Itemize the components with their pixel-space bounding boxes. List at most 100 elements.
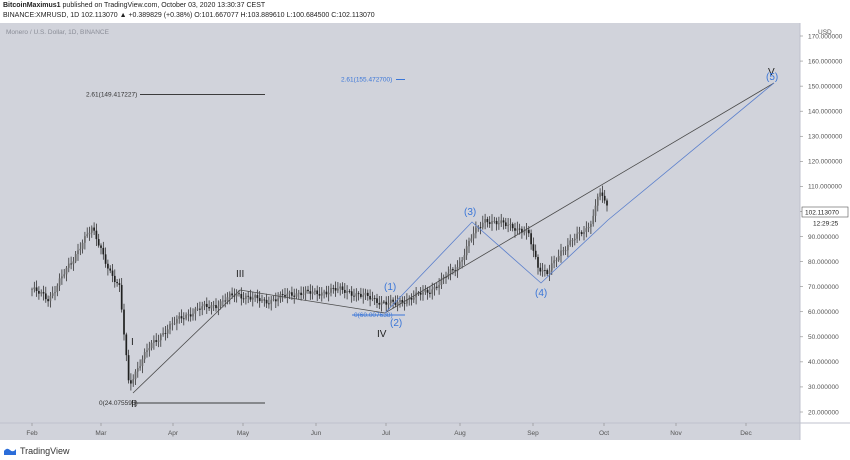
candle-body xyxy=(297,292,300,294)
candle-body xyxy=(442,276,445,279)
candle xyxy=(139,359,141,371)
candle-body xyxy=(97,239,100,246)
candle xyxy=(401,296,404,307)
candle-body xyxy=(454,270,457,272)
countdown-box xyxy=(802,218,848,228)
candle xyxy=(410,293,413,306)
candle xyxy=(136,361,139,378)
candle-body xyxy=(569,240,572,245)
candle xyxy=(33,281,36,293)
candle-body xyxy=(314,290,316,292)
candle xyxy=(495,217,498,231)
candle xyxy=(569,234,572,247)
candle xyxy=(95,223,98,246)
candle-body xyxy=(217,306,220,309)
candle xyxy=(318,287,321,299)
candle-body xyxy=(72,261,75,265)
candle-body xyxy=(196,308,199,310)
candle xyxy=(265,293,268,309)
published-text: published on TradingView.com, October 03… xyxy=(62,2,266,9)
candle xyxy=(97,233,100,248)
candle-body xyxy=(31,289,33,290)
candle xyxy=(484,213,486,230)
candle xyxy=(107,259,109,276)
candle-body xyxy=(146,350,148,353)
candle-body xyxy=(567,244,569,251)
candle-body xyxy=(330,287,332,293)
candle xyxy=(346,285,348,300)
candle xyxy=(550,256,553,276)
candle xyxy=(222,295,224,308)
candle xyxy=(350,286,353,303)
candle-body xyxy=(426,289,429,293)
candle-body xyxy=(157,340,160,342)
candle xyxy=(77,243,79,261)
candle xyxy=(219,299,222,310)
candle xyxy=(449,263,452,281)
countdown-label: 12:29:25 xyxy=(813,221,839,228)
candle xyxy=(31,287,33,297)
author-name[interactable]: BitcoinMaximus1 xyxy=(3,2,61,9)
candle xyxy=(42,285,45,301)
candle xyxy=(300,286,302,301)
candle xyxy=(70,256,72,270)
candle-body xyxy=(74,254,77,262)
price-chart[interactable]: Monero / U.S. Dollar, 1D, BINANCE USD 20… xyxy=(0,23,850,440)
y-tick-label: 170.000000 xyxy=(808,33,843,40)
candle xyxy=(541,263,544,277)
candle xyxy=(132,374,135,387)
candle xyxy=(79,242,82,256)
candle xyxy=(603,189,606,204)
candle-body xyxy=(383,301,385,303)
candle xyxy=(369,289,371,307)
candle-body xyxy=(295,293,298,297)
candle-body xyxy=(148,348,151,351)
candle-body xyxy=(90,227,93,233)
candle-body xyxy=(550,263,553,271)
candle-body xyxy=(537,257,539,268)
candle xyxy=(297,289,300,300)
candle-body xyxy=(242,298,245,300)
candle xyxy=(247,291,250,304)
candle-body xyxy=(484,219,486,223)
candle xyxy=(472,226,475,246)
candle-body xyxy=(422,292,424,295)
candle xyxy=(171,317,174,331)
candle-body xyxy=(406,299,408,304)
candle xyxy=(182,312,185,326)
candle-body xyxy=(81,242,84,249)
candle-body xyxy=(38,290,40,294)
candle-body xyxy=(500,220,503,224)
candle xyxy=(429,286,431,298)
candle xyxy=(440,272,443,290)
candle xyxy=(493,216,496,224)
candle-body xyxy=(100,245,102,248)
candle xyxy=(146,343,148,358)
tradingview-brand[interactable]: TradingView xyxy=(20,446,70,456)
candle-body xyxy=(281,294,284,296)
candle-body xyxy=(350,291,353,296)
candle-body xyxy=(424,289,427,293)
tradingview-logo-icon[interactable] xyxy=(3,446,17,456)
candle-body xyxy=(380,301,383,305)
candle xyxy=(258,291,261,308)
candle-body xyxy=(192,313,194,317)
candle-body xyxy=(226,297,229,302)
candle-body xyxy=(288,292,291,294)
candle-body xyxy=(456,267,459,272)
candle-body xyxy=(316,290,319,295)
candle xyxy=(343,283,346,299)
candle xyxy=(74,251,77,264)
candle-body xyxy=(84,236,86,243)
candle xyxy=(353,288,355,301)
ohlc-line: BINANCE:XMRUSD, 1D 102.113070 ▲ +0.38982… xyxy=(3,12,375,19)
candle-body xyxy=(564,250,567,252)
candle xyxy=(86,227,89,238)
x-tick-label: Feb xyxy=(26,430,38,437)
candle-body xyxy=(261,299,263,302)
candle xyxy=(599,188,601,201)
candle-body xyxy=(240,293,243,299)
candle xyxy=(40,289,43,297)
x-tick-label: Sep xyxy=(527,430,539,437)
candle-body xyxy=(334,287,337,291)
